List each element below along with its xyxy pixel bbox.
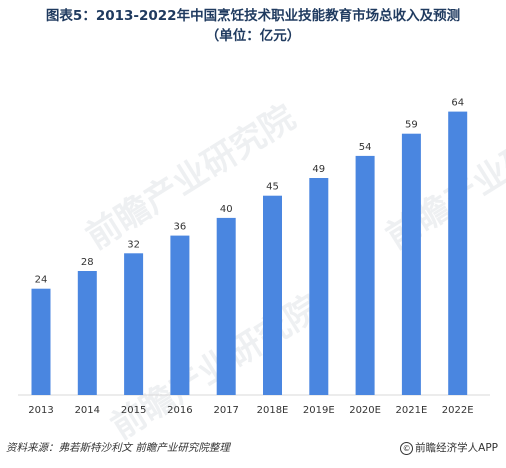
bars-group: 24 2013 28 2014 32 2015 36 2016 40 2017 45 2018E 49 2… [28, 98, 473, 416]
category-label-2021E: 2021E [396, 405, 428, 416]
bar-2022E [448, 111, 468, 395]
value-label-2018E: 45 [266, 182, 279, 193]
brand-credit: © 前瞻经济学人APP [400, 440, 498, 455]
chart-title: 图表5：2013-2022年中国烹饪技术职业技能教育市场总收入及预测 （单位：亿… [0, 6, 506, 46]
source-note: 资料来源：弗若斯特沙利文 前瞻产业研究院整理 [6, 442, 230, 454]
chart-title-line1: 图表5：2013-2022年中国烹饪技术职业技能教育市场总收入及预测 [45, 8, 461, 24]
copyright-icon: © [400, 441, 414, 455]
category-label-2022E: 2022E [442, 405, 474, 416]
value-label-2013: 24 [35, 275, 48, 286]
bar-2017 [216, 217, 236, 395]
category-label-2019E: 2019E [303, 405, 335, 416]
bar-2013 [31, 288, 51, 395]
bar-2016 [170, 235, 190, 395]
bar-2021E [401, 133, 421, 395]
bar-2018E [263, 195, 282, 395]
value-label-2020E: 54 [359, 142, 372, 153]
category-label-2015: 2015 [121, 405, 146, 416]
value-label-2014: 28 [81, 257, 94, 268]
bar-2014 [77, 271, 97, 395]
bar-2019E [309, 178, 329, 395]
value-label-2021E: 59 [405, 120, 418, 131]
brand-label: 前瞻经济学人APP [415, 442, 498, 454]
category-label-2018E: 2018E [257, 405, 289, 416]
category-label-2014: 2014 [75, 405, 100, 416]
category-label-2016: 2016 [167, 405, 192, 416]
value-label-2017: 40 [220, 204, 233, 215]
value-label-2015: 32 [127, 239, 140, 250]
value-label-2016: 36 [174, 222, 187, 233]
bar-2020E [355, 155, 375, 395]
chart-title-line2: （单位：亿元） [205, 28, 301, 44]
bar-2015 [124, 253, 144, 395]
value-label-2019E: 49 [312, 164, 325, 175]
category-label-2013: 2013 [28, 405, 53, 416]
category-label-2020E: 2020E [349, 405, 381, 416]
value-label-2022E: 64 [451, 98, 464, 109]
category-label-2017: 2017 [213, 405, 238, 416]
